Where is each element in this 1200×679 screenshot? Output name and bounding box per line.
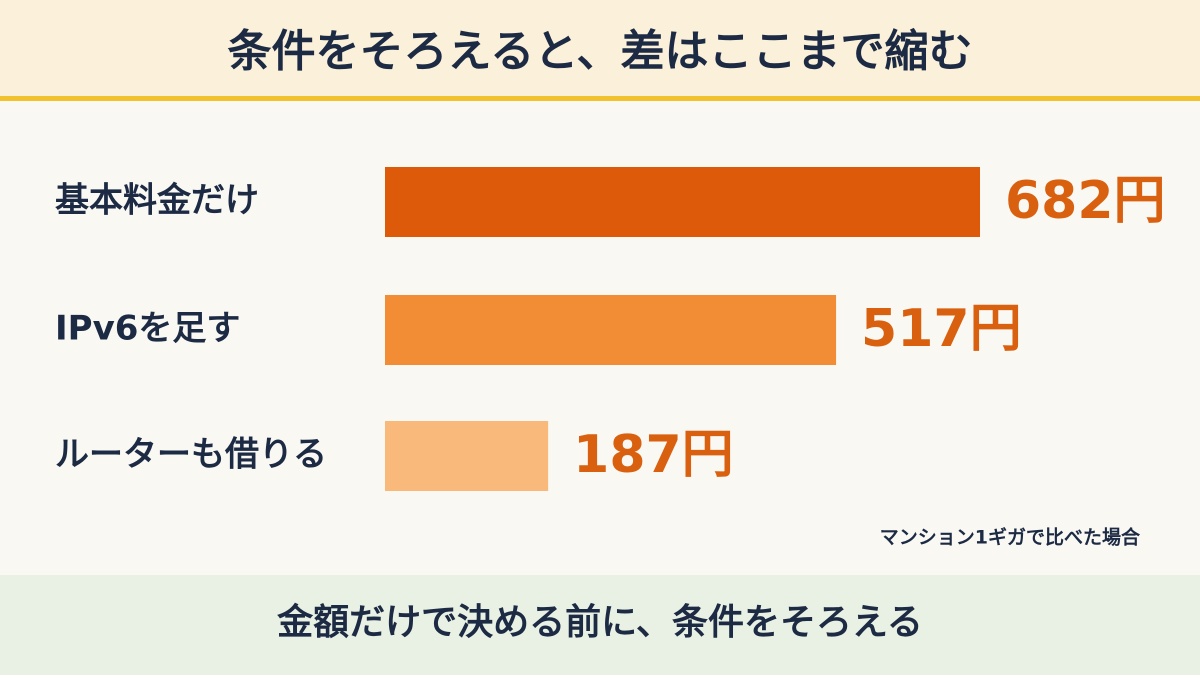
bar: [385, 167, 980, 237]
value-label: 682円: [1005, 171, 1166, 231]
value-label: 187円: [573, 425, 734, 485]
chart-title: 条件をそろえると、差はここまで縮む: [228, 26, 973, 77]
note: マンション1ギガで比べた場合: [880, 526, 1141, 549]
bar: [385, 295, 837, 365]
title-rule: [0, 96, 1200, 101]
footer-band: [0, 575, 1200, 675]
category-label: IPv6を足す: [55, 309, 240, 349]
category-label: ルーターも借りる: [55, 435, 327, 475]
category-label: 基本料金だけ: [55, 181, 259, 221]
bar: [385, 421, 549, 491]
footer-text: 金額だけで決める前に、条件をそろえる: [276, 601, 923, 643]
title-band: [0, 0, 1200, 97]
value-label: 517円: [861, 299, 1022, 359]
